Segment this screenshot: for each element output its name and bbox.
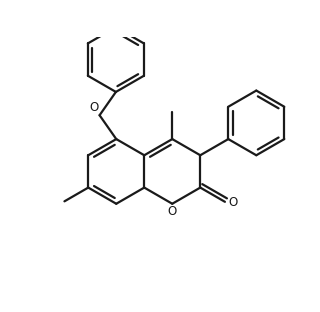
Text: O: O (228, 196, 237, 209)
Text: O: O (168, 205, 177, 218)
Text: O: O (90, 101, 99, 115)
